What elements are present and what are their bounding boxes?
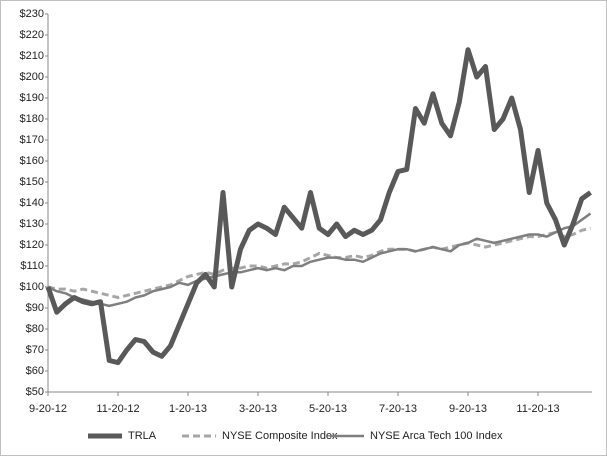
series-line [45, 47, 592, 366]
x-tick-label: 1-20-13 [169, 403, 207, 415]
y-tick-label: $140 [20, 197, 44, 209]
y-tick-label: $210 [20, 50, 44, 62]
y-tick-label: $100 [20, 281, 44, 293]
x-tick-label: 5-20-13 [309, 403, 347, 415]
x-tick-label: 11-20-12 [96, 403, 139, 415]
y-tick-label: $230 [20, 8, 44, 20]
y-tick-label: $220 [20, 29, 44, 41]
x-tick-label: 9-20-12 [29, 403, 67, 415]
y-tick-label: $170 [20, 134, 44, 146]
y-tick-label: $190 [20, 92, 44, 104]
y-tick-label: $60 [26, 365, 44, 377]
y-tick-label: $80 [26, 323, 44, 335]
y-tick-label: $150 [20, 176, 44, 188]
x-tick-label: 7-20-13 [379, 403, 417, 415]
y-tick-label: $180 [20, 113, 44, 125]
legend-label: NYSE Arca Tech 100 Index [370, 430, 503, 442]
y-tick-label: $160 [20, 155, 44, 167]
x-tick-label: 3-20-13 [239, 403, 277, 415]
y-tick-label: $90 [26, 302, 44, 314]
y-tick-label: $70 [26, 344, 44, 356]
x-tick-label: 11-20-13 [516, 403, 559, 415]
y-tick-label: $50 [26, 386, 44, 398]
series-line [47, 226, 591, 299]
legend-label: TRLA [128, 430, 157, 442]
y-tick-label: $130 [20, 218, 44, 230]
x-tick-label: 9-20-13 [449, 403, 487, 415]
y-tick-label: $110 [20, 260, 44, 272]
legend-label: NYSE Composite Index [222, 430, 338, 442]
y-tick-label: $120 [20, 239, 44, 251]
series-line [47, 212, 592, 308]
y-tick-label: $200 [20, 71, 44, 83]
